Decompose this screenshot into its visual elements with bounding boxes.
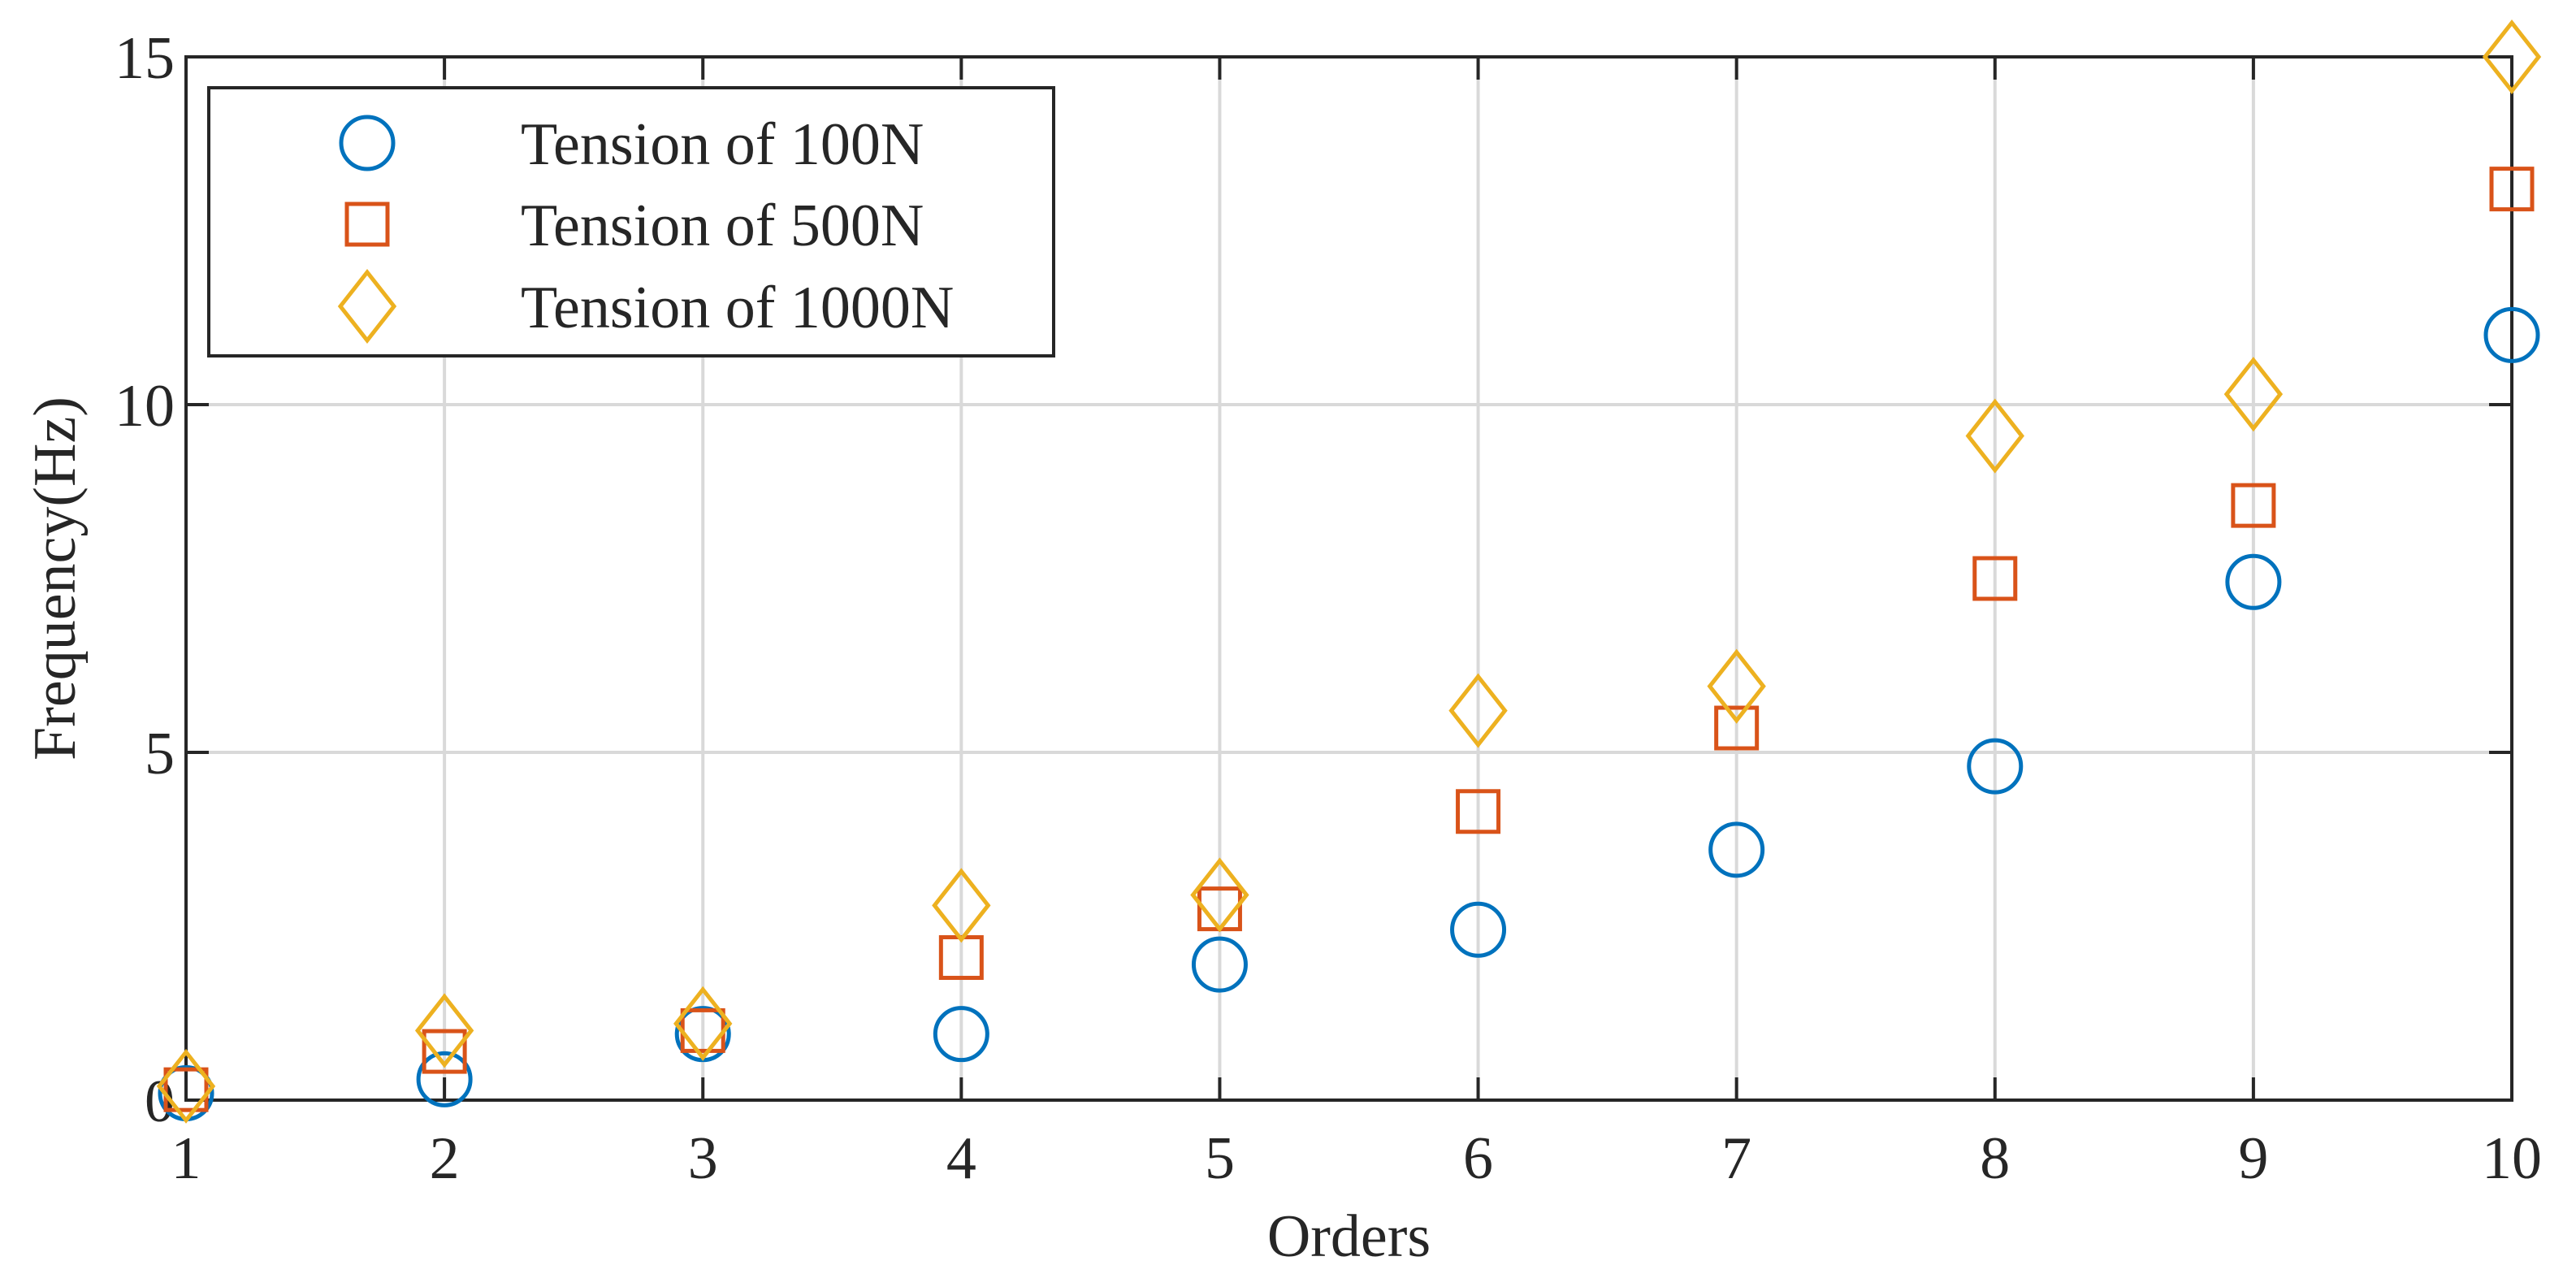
data-point-diamond bbox=[1448, 673, 1508, 748]
x-tick-label: 4 bbox=[946, 1125, 976, 1192]
data-point-circle bbox=[933, 1006, 989, 1063]
data-point-square bbox=[1714, 705, 1760, 751]
data-point-circle bbox=[416, 1051, 473, 1107]
data-point-circle bbox=[1708, 821, 1765, 878]
x-tick-label: 9 bbox=[2238, 1125, 2268, 1192]
data-point-circle bbox=[2483, 306, 2540, 363]
data-point-square bbox=[1456, 789, 1501, 834]
data-point-diamond bbox=[932, 868, 991, 943]
legend-label: Tension of 100N bbox=[521, 111, 924, 178]
data-point-circle bbox=[2225, 553, 2282, 610]
legend-marker-circle bbox=[339, 115, 396, 171]
y-tick-label: 5 bbox=[145, 721, 175, 787]
series-1 bbox=[158, 306, 2540, 1121]
data-point-square bbox=[422, 1029, 467, 1074]
legend-label: Tension of 1000N bbox=[521, 275, 954, 341]
x-tick-label: 5 bbox=[1205, 1125, 1235, 1192]
x-tick-label: 2 bbox=[430, 1125, 460, 1192]
y-tick-label: 15 bbox=[115, 25, 175, 92]
legend-marker-square bbox=[344, 202, 390, 247]
y-tick-label: 10 bbox=[115, 373, 175, 440]
data-point-circle bbox=[1967, 738, 2024, 795]
data-point-diamond bbox=[414, 993, 474, 1068]
ticks-layer bbox=[184, 55, 2513, 1102]
legend-marker-diamond bbox=[337, 268, 397, 344]
data-point-diamond bbox=[2223, 357, 2284, 432]
x-tick-label: 1 bbox=[171, 1125, 201, 1192]
data-point-square bbox=[2489, 167, 2535, 212]
legend-item-2: Tension of 500N bbox=[344, 193, 924, 259]
x-tick-labels: 1 2 3 4 5 6 7 8 9 10 bbox=[171, 1125, 2543, 1192]
data-point-square bbox=[1972, 556, 2018, 601]
data-point-diamond bbox=[156, 1048, 216, 1124]
legend: Tension of 100N Tension of 500N Tension of… bbox=[207, 86, 1055, 358]
legend-item-3: Tension of 1000N bbox=[337, 268, 954, 344]
x-tick-label: 8 bbox=[1980, 1125, 2010, 1192]
plot-area-frame bbox=[184, 55, 2513, 1102]
legend-label: Tension of 500N bbox=[521, 193, 924, 259]
data-point-square bbox=[163, 1067, 209, 1112]
data-markers bbox=[156, 19, 2542, 1124]
legend-box bbox=[207, 86, 1055, 358]
legend-item-1: Tension of 100N bbox=[339, 111, 924, 178]
data-point-square bbox=[2231, 483, 2276, 528]
y-axis-label: Frequency(Hz) bbox=[22, 396, 89, 760]
x-tick-label: 7 bbox=[1721, 1125, 1751, 1192]
series-3 bbox=[156, 19, 2542, 1124]
data-point-diamond bbox=[1965, 398, 2024, 474]
data-point-diamond bbox=[1707, 648, 1766, 724]
x-tick-label: 6 bbox=[1463, 1125, 1493, 1192]
data-point-diamond bbox=[673, 986, 733, 1061]
data-point-diamond bbox=[2482, 19, 2542, 95]
x-tick-label: 10 bbox=[2482, 1125, 2542, 1192]
data-point-circle bbox=[1450, 901, 1507, 958]
x-axis-label: Orders bbox=[1267, 1203, 1431, 1270]
x-tick-label: 3 bbox=[688, 1125, 718, 1192]
data-point-circle bbox=[1191, 936, 1248, 993]
data-point-diamond bbox=[1190, 857, 1249, 933]
